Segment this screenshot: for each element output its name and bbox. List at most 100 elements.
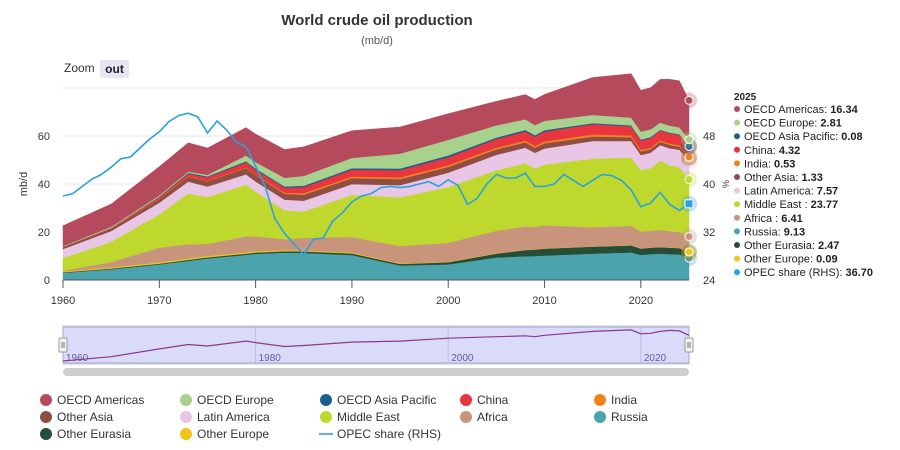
legend-label: Other Asia — [57, 410, 113, 424]
tooltip-dot — [734, 106, 740, 112]
marker-point-opec — [684, 199, 694, 209]
navigator-scrollbar[interactable] — [63, 368, 689, 376]
legend-item-other-asia[interactable]: Other Asia — [40, 410, 113, 424]
hover-markers — [681, 92, 697, 267]
tooltip-row: OECD Asia Pacific: 0.08 — [744, 131, 863, 143]
legend-dot-symbol — [40, 428, 52, 440]
zoom-out-button[interactable]: out — [100, 60, 129, 78]
legend-item-russia[interactable]: Russia — [594, 410, 648, 424]
legend-item-oecd-europe[interactable]: OECD Europe — [180, 393, 274, 407]
tooltip-row: OPEC share (RHS): 36.70 — [744, 267, 873, 279]
marker-point — [684, 175, 694, 185]
tooltip-row: Other Europe: 0.09 — [744, 254, 838, 266]
legend-dot-symbol — [40, 411, 52, 423]
marker-point — [684, 135, 694, 145]
legend-item-middle-east[interactable]: Middle East — [320, 410, 400, 424]
y2-tick-label: 24 — [703, 275, 715, 287]
y2-tick-label: 32 — [703, 227, 715, 239]
legend-label: Africa — [477, 410, 508, 424]
legend-dot-symbol — [320, 411, 332, 423]
zoom-label: Zoom — [64, 61, 95, 75]
legend-dot-symbol — [594, 394, 606, 406]
y-tick-label: 20 — [38, 227, 50, 239]
legend-item-oecd-americas[interactable]: OECD Americas — [40, 393, 144, 407]
y-tick-label: 0 — [44, 275, 50, 287]
legend-dot-symbol — [460, 394, 472, 406]
tooltip-row: OECD Americas: 16.34 — [744, 104, 859, 116]
legend-dot-symbol — [180, 411, 192, 423]
legend-item-opec-share-rhs-[interactable]: OPEC share (RHS) — [319, 427, 441, 441]
axes: 1960 1970 1980 1990 2000 2010 2020 0 20 40 60 24 32 4… — [38, 131, 716, 307]
chart-subtitle: (mb/d) — [361, 35, 393, 47]
tooltip-dot — [734, 187, 740, 194]
navigator[interactable]: 1960 1980 2000 2020 — [58, 325, 694, 376]
legend: OECD Americas OECD Europe OECD Asia Pacifi… — [40, 393, 648, 441]
tooltip-dot — [734, 228, 740, 235]
tooltip-row: Other Asia: 1.33 — [744, 172, 823, 184]
marker-point — [684, 152, 694, 162]
tooltip-row: Latin America: 7.57 — [744, 186, 838, 198]
legend-item-africa[interactable]: Africa — [460, 410, 508, 424]
chart-title: World crude oil production — [281, 12, 472, 29]
navigator-tick-label: 2000 — [451, 353, 474, 364]
legend-label: Other Europe — [197, 427, 269, 441]
tooltip-row: India: 0.53 — [744, 158, 795, 170]
tooltip-row: Middle East : 23.77 — [744, 199, 838, 211]
legend-item-china[interactable]: China — [460, 393, 509, 407]
legend-item-latin-america[interactable]: Latin America — [180, 410, 270, 424]
stacked-areas — [62, 73, 690, 281]
x-tick-label: 1980 — [243, 295, 267, 307]
tooltip-dot — [734, 160, 740, 167]
y-tick-label: 60 — [38, 131, 50, 143]
legend-dot-symbol — [40, 394, 52, 406]
tooltip-dot — [734, 214, 740, 221]
legend-label: Latin America — [197, 410, 270, 424]
tooltip-dot — [734, 174, 740, 180]
legend-label: OPEC share (RHS) — [337, 427, 441, 441]
tooltip-dot — [734, 146, 740, 153]
legend-item-india[interactable]: India — [594, 393, 637, 407]
y-tick-label: 40 — [38, 179, 50, 191]
x-tick-label: 2010 — [532, 295, 556, 307]
tooltip-dot — [734, 255, 740, 262]
legend-label: Middle East — [337, 410, 400, 424]
y-axis-title: mb/d — [18, 172, 30, 196]
navigator-right-handle[interactable] — [684, 337, 694, 353]
tooltip: 2025 OECD Americas: 16.34 OECD Europe: 2.… — [734, 92, 873, 279]
navigator-mask[interactable] — [62, 326, 690, 364]
y2-tick-label: 40 — [703, 179, 715, 191]
marker-point — [684, 95, 694, 105]
y2-axis-title: % — [721, 180, 731, 188]
legend-item-oecd-asia-pacific[interactable]: OECD Asia Pacific — [320, 393, 436, 407]
opec-share-line — [62, 112, 690, 257]
navigator-series — [62, 329, 690, 362]
legend-dot-symbol — [180, 394, 192, 406]
tooltip-row: Other Eurasia: 2.47 — [744, 240, 839, 252]
x-tick-label: 2020 — [629, 295, 653, 307]
y2-tick-label: 48 — [703, 131, 715, 143]
x-tick-label: 1960 — [51, 295, 75, 307]
tooltip-dot — [734, 242, 740, 248]
marker-point — [684, 247, 694, 257]
tooltip-year: 2025 — [734, 92, 757, 103]
legend-dot-symbol — [320, 394, 332, 406]
opec-share-line-group — [62, 112, 690, 257]
navigator-tick-label: 1960 — [66, 353, 89, 364]
tooltip-dot — [734, 201, 740, 208]
marker-point — [684, 232, 694, 242]
legend-dot-symbol — [180, 428, 192, 440]
legend-item-other-europe[interactable]: Other Europe — [180, 427, 269, 441]
x-tick-label: 1990 — [340, 295, 364, 307]
tooltip-row: China: 4.32 — [744, 145, 800, 157]
navigator-tick-label: 2020 — [644, 353, 667, 364]
legend-item-other-eurasia[interactable]: Other Eurasia — [40, 427, 131, 441]
legend-label: Russia — [611, 410, 648, 424]
tooltip-row: OECD Europe: 2.81 — [744, 118, 842, 130]
tooltip-dot — [734, 133, 740, 140]
legend-label: OECD Asia Pacific — [337, 393, 436, 407]
x-tick-label: 1970 — [147, 295, 171, 307]
zoom-out-label: out — [105, 62, 124, 76]
legend-label: India — [611, 393, 637, 407]
navigator-left-handle[interactable] — [58, 337, 68, 353]
